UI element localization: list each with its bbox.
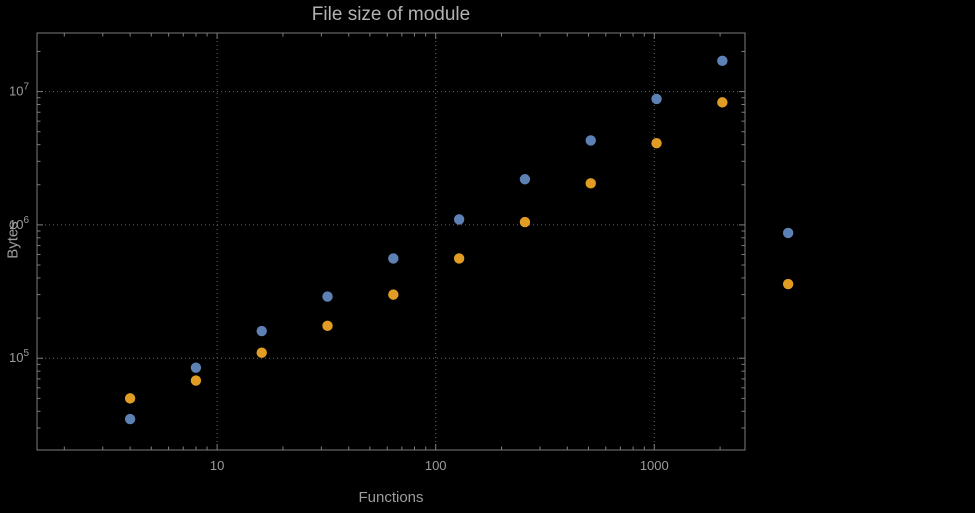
data-point-blue [124,413,136,425]
data-point-blue [388,253,399,264]
data-point-blue [190,362,202,373]
data-point-orange [717,97,728,108]
data-point-orange [651,138,662,149]
y-tick-label: 105 [9,348,29,365]
y-axis-label: Bytes [4,221,22,259]
data-point-orange [585,178,596,189]
x-tick-label: 10 [210,458,224,473]
data-point-blue [782,227,794,239]
data-point-orange [782,278,794,290]
data-point-blue [651,93,662,105]
data-point-blue [585,135,596,146]
data-point-orange [519,216,531,228]
data-point-blue [519,174,531,185]
x-axis-label: Functions [358,489,424,506]
chart-title: File size of module [311,4,471,25]
data-point-orange [190,375,202,386]
y-tick-label: 107 [9,82,29,99]
data-point-orange [388,289,399,300]
data-point-orange [124,393,136,404]
x-tick-label: 100 [425,458,447,473]
data-point-orange [322,320,333,332]
data-point-orange [256,347,267,358]
plot-frame [36,32,746,451]
data-point-blue [256,325,267,337]
data-point-blue [717,55,728,67]
x-tick-label: 1000 [640,458,669,473]
data-point-blue [322,291,333,302]
data-point-orange [453,253,465,264]
data-point-blue [453,214,465,225]
y-tick-label: 106 [9,215,29,232]
